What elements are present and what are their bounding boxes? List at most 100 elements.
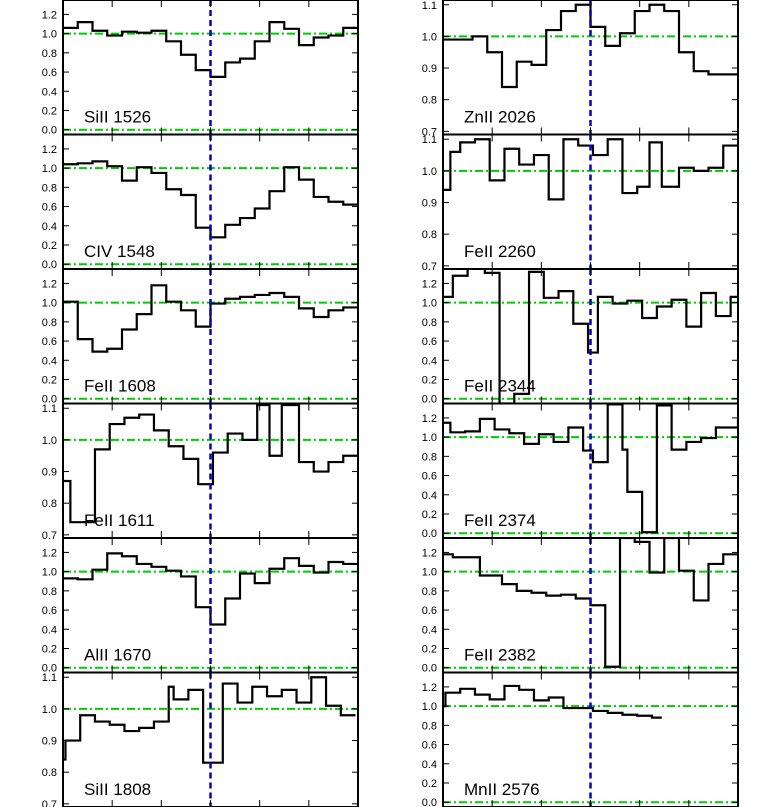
y-tick-label: 0.6 — [422, 740, 437, 752]
ion-label: AlII 1670 — [84, 646, 151, 665]
spectrum-line — [443, 138, 738, 201]
y-tick-label: 0.6 — [422, 605, 437, 617]
panel-znII-2026: 0.7 0.8 0.9 1.0 1.1 ZnII 2026 — [422, 0, 739, 138]
panel-feII-2374: 0.0 0.2 0.4 0.6 0.8 1.0 1.2 FeII 2374 — [422, 402, 739, 540]
y-tick-label: 0.8 — [422, 586, 437, 598]
y-tick-label: 1.0 — [422, 701, 437, 713]
y-tick-label: 0.8 — [422, 720, 437, 732]
y-tick-label: 0.0 — [42, 125, 57, 137]
y-tick-label: 0.2 — [422, 509, 437, 521]
y-tick-label: 0.0 — [42, 259, 57, 271]
ion-label: MnII 2576 — [464, 780, 540, 799]
y-tick-label: 1.0 — [42, 435, 57, 447]
y-tick-label: 0.0 — [42, 663, 57, 675]
y-tick-label: 0.0 — [422, 663, 437, 675]
y-tick-label: 0.8 — [422, 317, 437, 329]
y-tick-label: 1.0 — [42, 29, 57, 41]
y-tick-label: 1.0 — [42, 567, 57, 579]
y-tick-label: 1.0 — [422, 31, 437, 43]
y-tick-label: 0.8 — [42, 317, 57, 329]
y-tick-label: 0.0 — [422, 797, 437, 807]
y-tick-label: 0.4 — [422, 759, 437, 771]
spectrum-line — [443, 269, 738, 404]
y-tick-label: 1.2 — [422, 682, 437, 694]
panel-siII-1526: 0.0 0.2 0.4 0.6 0.8 1.0 1.2 SiII 1526 — [42, 0, 359, 137]
panel-feII-2260: 0.7 0.8 0.9 1.0 1.1 FeII 2260 — [422, 133, 739, 273]
y-tick-label: 0.0 — [422, 528, 437, 540]
ion-label: SiII 1526 — [84, 108, 151, 127]
y-tick-label: 0.0 — [422, 394, 437, 406]
y-tick-label: 0.4 — [422, 355, 437, 367]
y-tick-label: 0.4 — [42, 221, 57, 233]
y-tick-label: 1.2 — [422, 413, 437, 425]
panel-feII-1608: 0.0 0.2 0.4 0.6 0.8 1.0 1.2 FeII 1608 — [42, 268, 359, 406]
spectrum-line — [63, 403, 358, 524]
y-tick-label: 0.9 — [422, 63, 437, 75]
y-tick-label: 1.0 — [42, 298, 57, 310]
y-tick-label: 0.9 — [42, 736, 57, 748]
y-tick-label: 0.8 — [42, 48, 57, 60]
y-tick-label: 0.6 — [42, 605, 57, 617]
y-tick-label: 1.1 — [42, 403, 57, 415]
y-tick-label: 0.2 — [42, 374, 57, 386]
y-tick-label: 0.8 — [42, 182, 57, 194]
y-tick-label: 0.4 — [42, 355, 57, 367]
ion-label: FeII 1611 — [84, 511, 155, 530]
ion-label: FeII 2374 — [464, 511, 536, 530]
y-tick-label: 0.9 — [422, 198, 437, 210]
y-tick-label: 0.6 — [42, 202, 57, 214]
spectrum-line — [63, 160, 358, 239]
y-tick-label: 0.4 — [42, 624, 57, 636]
spectrum-line — [63, 676, 356, 764]
y-tick-label: 0.2 — [42, 105, 57, 117]
panel-feII-1611: 0.7 0.8 0.9 1.0 1.1 FeII 1611 — [42, 402, 359, 542]
ion-label: CIV 1548 — [84, 242, 155, 261]
y-tick-label: 1.0 — [422, 298, 437, 310]
y-tick-label: 0.4 — [422, 624, 437, 636]
y-tick-label: 0.8 — [422, 451, 437, 463]
y-tick-label: 1.0 — [422, 166, 437, 178]
spectrum-line — [443, 684, 662, 719]
y-tick-label: 0.7 — [422, 261, 437, 273]
y-tick-label: 0.4 — [42, 86, 57, 98]
spectrum-line — [63, 552, 358, 626]
y-tick-label: 0.4 — [422, 490, 437, 502]
ion-label: FeII 2382 — [464, 646, 536, 665]
y-tick-label: 1.0 — [422, 432, 437, 444]
y-tick-label: 0.6 — [422, 471, 437, 483]
y-tick-label: 0.8 — [42, 767, 57, 779]
y-tick-label: 0.6 — [42, 336, 57, 348]
ion-label: FeII 2260 — [464, 242, 536, 261]
y-tick-label: 0.0 — [42, 394, 57, 406]
y-tick-label: 1.0 — [42, 704, 57, 716]
panel-feII-2344: 0.0 0.2 0.4 0.6 0.8 1.0 1.2 FeII 2344 — [422, 268, 739, 406]
y-tick-label: 1.0 — [42, 163, 57, 175]
panel-civ-1548: 0.0 0.2 0.4 0.6 0.8 1.0 1.2 CIV 1548 — [42, 133, 359, 271]
y-tick-label: 0.8 — [422, 95, 437, 107]
spectrum-line — [63, 284, 358, 353]
y-tick-label: 0.7 — [42, 799, 57, 807]
y-tick-label: 0.2 — [422, 778, 437, 790]
panel-feII-2382: 0.0 0.2 0.4 0.6 0.8 1.0 1.2 FeII 2382 — [422, 537, 739, 675]
y-tick-label: 1.0 — [422, 567, 437, 579]
ion-label: SiII 1808 — [84, 780, 151, 799]
y-tick-label: 0.2 — [42, 240, 57, 252]
y-tick-label: 0.2 — [422, 374, 437, 386]
spectrum-line — [443, 403, 738, 534]
y-tick-label: 1.1 — [422, 134, 437, 146]
y-tick-label: 1.2 — [422, 278, 437, 290]
y-tick-label: 0.6 — [42, 67, 57, 79]
spectrum-line — [443, 538, 738, 668]
y-tick-label: 0.2 — [42, 643, 57, 655]
y-tick-label: 0.8 — [42, 498, 57, 510]
y-tick-label: 0.8 — [422, 229, 437, 241]
panel-siII-1808: 0.7 0.8 0.9 1.0 1.1 SiII 1808 — [42, 671, 359, 807]
y-tick-label: 1.2 — [42, 144, 57, 156]
y-tick-label: 1.2 — [42, 278, 57, 290]
y-tick-label: 1.1 — [42, 672, 57, 684]
y-tick-label: 0.2 — [422, 643, 437, 655]
ion-label: FeII 1608 — [84, 377, 156, 396]
panel-mnII-2576: 0.0 0.2 0.4 0.6 0.8 1.0 1.2 MnII 2576 — [422, 671, 739, 807]
y-tick-label: 1.2 — [42, 547, 57, 559]
